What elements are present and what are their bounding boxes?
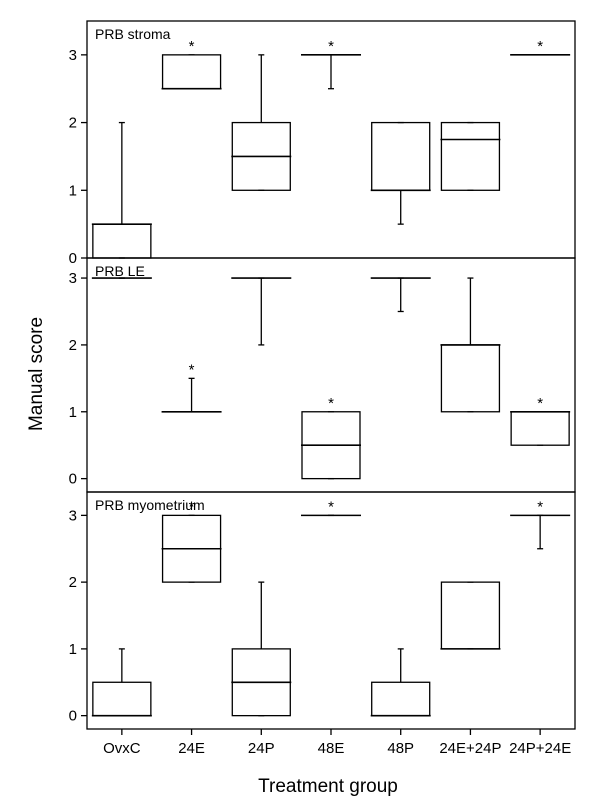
box-24P bbox=[231, 277, 292, 346]
significance-marker: * bbox=[328, 395, 334, 412]
panel-title: PRB myometrium bbox=[95, 497, 205, 513]
y-axis-label: Manual score bbox=[26, 317, 47, 431]
significance-marker: * bbox=[328, 38, 334, 55]
significance-marker: * bbox=[189, 361, 195, 378]
panel-title: PRB LE bbox=[95, 263, 145, 279]
iqr-box bbox=[440, 581, 501, 650]
x-tick-label: OvxC bbox=[103, 740, 141, 757]
box-OvxC bbox=[91, 121, 152, 259]
significance-marker: * bbox=[537, 38, 543, 55]
x-tick-label: 48E bbox=[318, 740, 345, 757]
box-48E: * bbox=[301, 38, 361, 90]
box-24E: * bbox=[161, 498, 222, 583]
significance-marker: * bbox=[189, 498, 195, 515]
y-tick-label: 3 bbox=[69, 270, 77, 287]
x-tick-label: 24E+24P bbox=[439, 740, 501, 757]
iqr-box bbox=[510, 411, 570, 446]
box-24E: * bbox=[161, 38, 222, 90]
box-24E: * bbox=[161, 361, 222, 413]
x-axis-label: Treatment group bbox=[258, 776, 398, 797]
iqr-box bbox=[440, 344, 501, 413]
box-24P bbox=[231, 581, 292, 717]
y-tick-label: 3 bbox=[69, 47, 77, 64]
box-48E: * bbox=[301, 395, 361, 480]
y-tick-label: 2 bbox=[69, 574, 77, 591]
x-tick-label: 24E bbox=[178, 740, 205, 757]
significance-marker: * bbox=[189, 38, 195, 55]
panel-frame bbox=[86, 257, 576, 493]
iqr-box bbox=[92, 681, 152, 717]
y-tick-label: 1 bbox=[69, 404, 77, 421]
box-24P+24E: * bbox=[510, 38, 571, 56]
panel-2: PRB LE 0 1 2 3 * * * bbox=[69, 257, 576, 493]
significance-marker: * bbox=[537, 395, 543, 412]
box-24E+24P bbox=[440, 277, 501, 413]
box-48P bbox=[370, 121, 431, 225]
box-48P bbox=[370, 277, 431, 313]
panel-1: PRB stroma 0 1 2 3 * * * bbox=[69, 20, 576, 267]
y-tick-label: 0 bbox=[69, 250, 77, 267]
y-tick-label: 3 bbox=[69, 507, 77, 524]
panel-3: PRB myometrium 0 1 2 3 * * * OvxC 24E 24P 48E 48P 24E… bbox=[69, 491, 576, 757]
y-tick-label: 0 bbox=[69, 471, 77, 488]
y-tick-label: 1 bbox=[69, 182, 77, 199]
box-24P+24E: * bbox=[510, 395, 571, 446]
box-24E+24P bbox=[440, 581, 501, 650]
x-tick-label: 24P bbox=[248, 740, 275, 757]
box-24E+24P bbox=[440, 121, 501, 191]
box-24P+24E: * bbox=[510, 498, 571, 550]
iqr-box bbox=[440, 121, 501, 191]
iqr-box bbox=[161, 54, 222, 90]
iqr-box bbox=[92, 223, 152, 259]
y-tick-label: 2 bbox=[69, 115, 77, 132]
iqr-box bbox=[371, 121, 431, 191]
significance-marker: * bbox=[328, 498, 334, 515]
y-tick-label: 0 bbox=[69, 708, 77, 725]
panel-frame bbox=[86, 491, 576, 730]
x-tick-label: 24P+24E bbox=[509, 740, 571, 757]
significance-marker: * bbox=[537, 498, 543, 515]
box-OvxC bbox=[91, 648, 152, 717]
panel-title: PRB stroma bbox=[95, 26, 171, 42]
box-48P bbox=[370, 648, 431, 717]
x-tick-label: 48P bbox=[387, 740, 414, 757]
box-48E: * bbox=[301, 498, 361, 517]
y-tick-label: 1 bbox=[69, 641, 77, 658]
iqr-box bbox=[371, 681, 431, 717]
y-tick-label: 2 bbox=[69, 337, 77, 354]
box-24P bbox=[231, 54, 292, 191]
